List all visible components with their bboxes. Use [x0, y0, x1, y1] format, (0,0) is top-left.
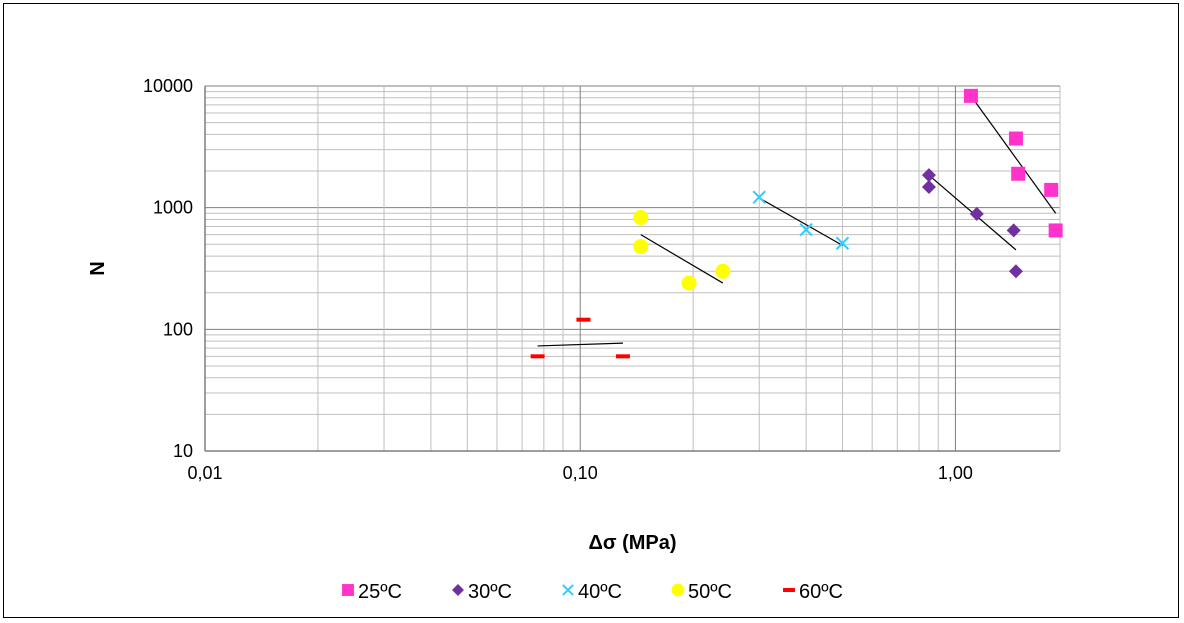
point-40C [835, 236, 850, 250]
point-60C [530, 354, 545, 359]
point-40C [799, 222, 813, 237]
point-30C [1008, 264, 1023, 279]
point-25C [1011, 166, 1026, 181]
tick-labels: 10 100 1000 10000 0,01 0,10 1,00 [143, 76, 973, 483]
legend-marker-30C [452, 584, 464, 596]
y-tick-label: 1000 [153, 198, 193, 218]
trendlines [537, 95, 1057, 347]
point-30C [921, 168, 936, 183]
legend-label-60C: 60ºC [799, 581, 843, 603]
trendline-50C [640, 234, 724, 284]
point-50C [715, 263, 731, 279]
x-axis-title: Δσ (MPa) [588, 532, 676, 554]
y-axis-title: N [87, 261, 109, 275]
legend-label-40C: 40ºC [578, 581, 622, 603]
y-tick-label: 100 [163, 319, 193, 339]
point-50C [633, 210, 649, 226]
point-60C [576, 317, 591, 322]
data-points [530, 88, 1063, 359]
x-tick-label: 1,00 [938, 463, 973, 483]
point-30C [1006, 223, 1021, 238]
legend-marker-40C [562, 584, 574, 596]
y-tick-label: 10000 [143, 76, 193, 96]
x-tick-label: 0,10 [563, 463, 598, 483]
chart-frame [3, 3, 1179, 618]
trendline-60C [537, 342, 623, 347]
point-40C [752, 190, 766, 204]
x-tick-label: 0,01 [187, 463, 222, 483]
legend-label-50C: 50ºC [688, 581, 732, 603]
legend-label-25C: 25ºC [358, 581, 402, 603]
point-50C [681, 275, 697, 291]
point-60C [615, 354, 630, 359]
point-25C [1044, 182, 1059, 197]
grid-lines [204, 85, 1061, 452]
point-50C [633, 238, 649, 254]
legend: 25ºC 30ºC 40ºC 50ºC 60ºC [342, 581, 843, 603]
point-30C [921, 179, 936, 194]
point-25C [1048, 223, 1063, 238]
point-25C [963, 88, 978, 103]
trendline-40C [758, 197, 843, 246]
trendline-25C [970, 95, 1057, 214]
legend-marker-50C [671, 583, 685, 597]
y-tick-label: 10 [173, 441, 193, 461]
legend-marker-25C [342, 584, 354, 596]
legend-label-30C: 30ºC [468, 581, 512, 603]
point-30C [969, 206, 984, 221]
legend-marker-60C [783, 588, 795, 592]
point-25C [1008, 131, 1023, 146]
